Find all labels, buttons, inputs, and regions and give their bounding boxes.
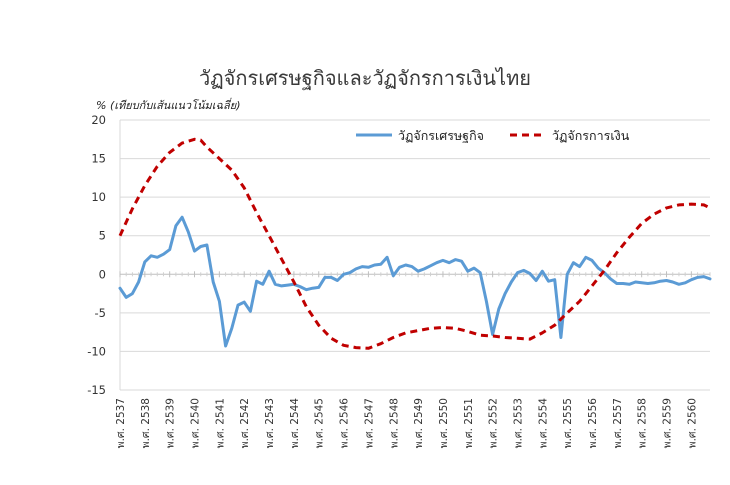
y-tick-label: -10 <box>87 344 106 358</box>
x-tick-label: พ.ศ. 2538 <box>140 398 152 448</box>
x-tick-label: พ.ศ. 2560 <box>686 398 698 448</box>
x-tick-label: พ.ศ. 2545 <box>314 398 326 448</box>
x-tick-label: พ.ศ. 2544 <box>289 398 301 449</box>
x-tick-label: พ.ศ. 2552 <box>488 398 500 448</box>
x-tick-label: พ.ศ. 2540 <box>190 398 202 448</box>
x-tick-label: พ.ศ. 2539 <box>165 398 177 448</box>
legend: วัฏจักรเศรษฐกิจ วัฏจักรการเงิน <box>356 128 630 143</box>
x-tick-label: พ.ศ. 2543 <box>264 398 276 448</box>
y-tick-label: 10 <box>91 190 106 204</box>
x-tick-label: พ.ศ. 2537 <box>115 398 127 448</box>
x-tick-label: พ.ศ. 2542 <box>239 398 251 448</box>
y-tick-label: 20 <box>91 113 106 127</box>
x-tick-label: พ.ศ. 2549 <box>413 398 425 448</box>
series-line-financial-cycle <box>118 137 711 350</box>
grid-layer <box>120 119 710 391</box>
x-tick-label: พ.ศ. 2556 <box>587 398 599 449</box>
y-axis-title: % (เทียบกับเส้นแนวโน้มเฉลี่ย) <box>96 99 241 112</box>
series-line-economic-cycle <box>118 215 712 348</box>
y-tick-label: 15 <box>91 152 106 166</box>
x-tick-label: พ.ศ. 2547 <box>363 398 375 448</box>
x-tick-label: พ.ศ. 2546 <box>339 398 351 449</box>
chart-title: วัฏจักรเศรษฐกิจและวัฏจักรการเงินไทย <box>199 66 531 90</box>
x-tick-label: พ.ศ. 2559 <box>662 398 674 448</box>
x-tick-label: พ.ศ. 2548 <box>388 398 400 448</box>
axis-layer: -15 -10 -5 0 5 10 15 20 พ.ศ. 2537 พ.ศ. 2538 พ.ศ. 2… <box>87 113 711 449</box>
x-tick-label: พ.ศ. 2558 <box>637 398 649 448</box>
x-tick-label: พ.ศ. 2554 <box>537 398 549 449</box>
x-tick-label: พ.ศ. 2555 <box>562 398 574 448</box>
y-tick-label: -5 <box>95 306 106 320</box>
legend-label: วัฏจักรการเงิน <box>552 128 630 143</box>
x-tick-label: พ.ศ. 2551 <box>463 398 475 448</box>
legend-label: วัฏจักรเศรษฐกิจ <box>398 128 484 143</box>
x-tick-label: พ.ศ. 2553 <box>512 398 524 448</box>
series-layer <box>118 137 712 350</box>
x-tick-label: พ.ศ. 2557 <box>612 398 624 448</box>
y-tick-label: -15 <box>87 383 106 397</box>
x-tick-label: พ.ศ. 2541 <box>214 398 226 448</box>
y-tick-label: 5 <box>99 229 106 243</box>
x-tick-label: พ.ศ. 2550 <box>438 398 450 448</box>
y-tick-label: 0 <box>99 267 106 281</box>
